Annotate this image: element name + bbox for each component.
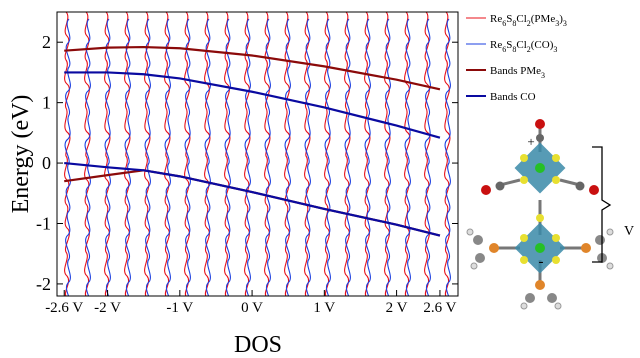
x-tick-label: 2.6 V	[423, 300, 456, 316]
legend-label[interactable]: Bands CO	[490, 91, 536, 103]
dos-curve	[185, 19, 190, 303]
dos-curve	[385, 19, 390, 303]
dos-curve	[65, 19, 70, 303]
dos-curve	[265, 19, 270, 303]
legend-label[interactable]: Re6S8Cl2(PMe3)3	[490, 13, 567, 28]
band-line	[64, 170, 440, 235]
chart: Energy (eV) DOS Re6S8Cl2(PMe3)3Re6S8Cl2(…	[0, 0, 640, 358]
dos-curve	[445, 19, 450, 303]
y-axis-label: Energy (eV)	[8, 95, 34, 214]
y-tick-label: -2	[36, 274, 51, 294]
y-tick-label: 0	[42, 153, 51, 173]
charge-annotation: +	[527, 134, 534, 149]
dos-curve	[325, 19, 330, 303]
dos-curve	[165, 19, 170, 303]
x-tick-label: -2.6 V	[45, 300, 83, 316]
dos-curve	[225, 19, 230, 303]
x-tick-label: -1 V	[166, 300, 193, 316]
legend-label[interactable]: Bands PMe3	[490, 65, 545, 80]
dos-curve	[365, 19, 370, 303]
charge-annotation: -	[539, 254, 544, 270]
plot-frame	[57, 12, 458, 296]
y-tick-label: 1	[42, 93, 51, 113]
dos-curve	[305, 19, 310, 303]
voltage-annotation: V	[624, 224, 634, 239]
legend: Re6S8Cl2(PMe3)3 Re6S8Cl2(CO)3 Bands PMe3 Ba…	[466, 13, 567, 103]
dos-curve	[405, 19, 410, 303]
dos-curve	[105, 19, 110, 303]
y-tick-label: -1	[36, 213, 51, 233]
x-tick-label: 1 V	[313, 300, 335, 316]
dos-curve	[205, 19, 210, 303]
x-tick-label: 2 V	[386, 300, 408, 316]
x-tick-label: -2 V	[94, 300, 121, 316]
x-axis-label: DOS	[234, 332, 282, 358]
y-tick-label: 2	[42, 32, 51, 52]
dos-curve	[345, 19, 350, 303]
x-tick-label: 0 V	[241, 300, 263, 316]
legend-label[interactable]: Re6S8Cl2(CO)3	[490, 39, 557, 54]
dos-curve	[245, 19, 250, 303]
molecule	[467, 119, 613, 309]
dos-curve	[125, 19, 130, 303]
dos-curve	[145, 19, 150, 303]
band-lines	[64, 47, 440, 236]
dos-curve	[425, 19, 430, 303]
band-line	[64, 47, 440, 89]
dos-curve	[85, 19, 90, 303]
band-line	[64, 72, 440, 137]
